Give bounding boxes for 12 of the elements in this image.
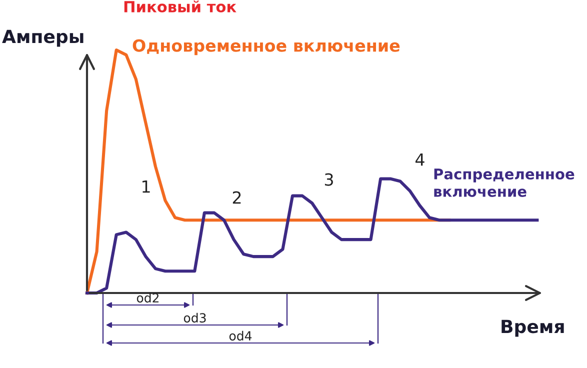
y-axis-title: Амперы — [2, 30, 84, 47]
text: od4 — [229, 330, 252, 341]
annotation: 2 — [232, 191, 241, 204]
annotation: 3 — [324, 173, 333, 186]
series-label: Одновременное включение — [132, 39, 400, 56]
x-axis-title: Время — [502, 320, 564, 337]
annotation: 4 — [416, 153, 424, 166]
series-label: Распределенное включение — [434, 168, 574, 197]
text: Пиковый ток — [124, 0, 236, 12]
annotation: 1 — [142, 180, 150, 193]
text: od3 — [184, 312, 206, 323]
annotation: od2 — [136, 292, 159, 303]
